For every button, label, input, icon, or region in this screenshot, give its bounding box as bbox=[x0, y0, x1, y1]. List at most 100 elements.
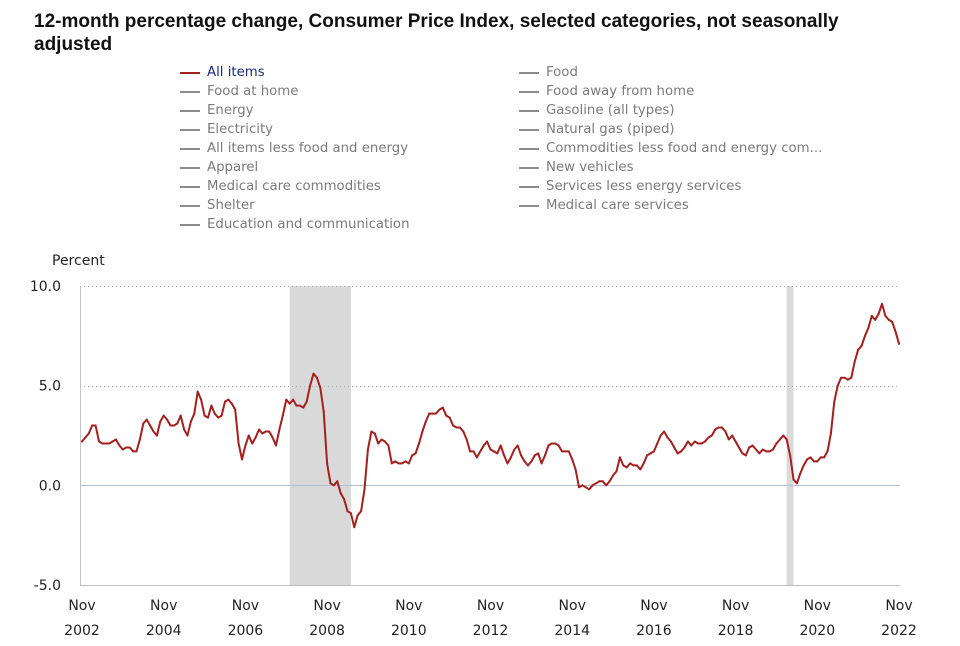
data-point-all-items bbox=[414, 452, 417, 455]
legend-item-education-and-communication[interactable]: Education and communication bbox=[180, 215, 519, 234]
data-point-all-items bbox=[595, 482, 597, 485]
legend-item-food[interactable]: Food bbox=[519, 63, 899, 82]
data-point-all-items bbox=[840, 376, 843, 379]
data-point-all-items bbox=[407, 462, 410, 465]
y-tick-labels: 10.0 5.0 0.0 -5.0 bbox=[30, 279, 61, 594]
data-point-all-items bbox=[697, 442, 700, 445]
data-point-all-items bbox=[615, 470, 618, 473]
data-point-all-items bbox=[329, 482, 332, 485]
legend-line-marker bbox=[180, 223, 200, 226]
data-point-all-items bbox=[635, 464, 638, 467]
data-point-all-items bbox=[571, 458, 574, 461]
data-point-all-items bbox=[166, 418, 169, 421]
legend-label: All items less food and energy bbox=[207, 141, 409, 156]
x-tick-label-month: Nov bbox=[722, 598, 749, 614]
legend-item-electricity[interactable]: Electricity bbox=[180, 120, 519, 139]
legend-label: Commodities less food and energy com... bbox=[546, 141, 823, 156]
x-tick-label-year: 2012 bbox=[473, 623, 509, 639]
data-point-all-items bbox=[704, 440, 706, 443]
data-point-all-items bbox=[448, 416, 451, 419]
data-point-all-items bbox=[486, 440, 489, 443]
data-point-all-items bbox=[315, 376, 318, 379]
data-point-all-items bbox=[247, 434, 250, 437]
chart-title: 12-month percentage change, Consumer Pri… bbox=[34, 11, 839, 55]
data-point-all-items bbox=[673, 446, 676, 449]
legend-item-medical-care-services[interactable]: Medical care services bbox=[519, 196, 899, 215]
x-tick-label-year: 2022 bbox=[881, 623, 917, 639]
data-point-all-items bbox=[829, 432, 832, 435]
legend-label: Natural gas (piped) bbox=[546, 122, 675, 137]
data-point-all-items bbox=[591, 484, 594, 487]
legend-item-shelter[interactable]: Shelter bbox=[180, 196, 519, 215]
data-point-all-items bbox=[894, 330, 897, 333]
data-point-all-items bbox=[564, 450, 567, 453]
legend-line-marker bbox=[180, 147, 200, 150]
legend-item-food-at-home[interactable]: Food at home bbox=[180, 82, 519, 101]
data-point-all-items bbox=[384, 440, 386, 443]
data-point-all-items bbox=[261, 432, 264, 435]
data-point-all-items bbox=[554, 442, 557, 445]
legend-item-new-vehicles[interactable]: New vehicles bbox=[519, 158, 899, 177]
data-point-all-items bbox=[193, 412, 196, 415]
data-point-all-items bbox=[772, 448, 774, 451]
data-point-all-items bbox=[452, 424, 455, 427]
data-point-all-items bbox=[98, 440, 100, 443]
data-point-all-items bbox=[377, 442, 380, 445]
x-tick-label-month: Nov bbox=[68, 598, 95, 614]
data-point-all-items bbox=[506, 462, 509, 465]
data-point-all-items bbox=[612, 474, 615, 477]
data-point-all-items bbox=[663, 430, 666, 433]
data-point-all-items bbox=[608, 480, 611, 483]
legend-item-energy[interactable]: Energy bbox=[180, 101, 519, 120]
data-point-all-items bbox=[605, 484, 608, 487]
legend-item-commodities-less-food-and-energy-com[interactable]: Commodities less food and energy com... bbox=[519, 139, 899, 158]
legend-line-marker bbox=[180, 109, 200, 112]
data-point-all-items bbox=[676, 452, 679, 455]
legend-item-services-less-energy-services[interactable]: Services less energy services bbox=[519, 177, 899, 196]
legend: All items Food Food at home Food away from … bbox=[180, 63, 899, 234]
data-point-all-items bbox=[343, 498, 346, 501]
data-point-all-items bbox=[363, 488, 366, 491]
data-point-all-items bbox=[455, 426, 458, 429]
data-point-all-items bbox=[366, 448, 369, 451]
data-point-all-items bbox=[482, 444, 485, 447]
data-point-all-items bbox=[509, 456, 512, 459]
x-tick-label-year: 2010 bbox=[391, 623, 427, 639]
data-point-all-items bbox=[322, 410, 325, 413]
data-point-all-items bbox=[666, 436, 669, 439]
legend-line-marker bbox=[519, 90, 539, 93]
legend-line-marker bbox=[180, 166, 200, 169]
legend-item-natural-gas-piped[interactable]: Natural gas (piped) bbox=[519, 120, 899, 139]
data-point-all-items bbox=[445, 414, 448, 417]
legend-line-marker bbox=[180, 185, 200, 188]
data-point-all-items bbox=[578, 486, 580, 489]
series-layer bbox=[81, 302, 900, 529]
data-point-all-items bbox=[646, 454, 649, 457]
legend-item-all-items[interactable]: All items bbox=[180, 63, 519, 82]
data-point-all-items bbox=[465, 438, 468, 441]
data-point-all-items bbox=[111, 440, 114, 443]
legend-label: All items bbox=[207, 65, 265, 80]
data-point-all-items bbox=[877, 312, 880, 315]
data-point-all-items bbox=[744, 454, 747, 457]
x-tick-label-year: 2020 bbox=[799, 623, 835, 639]
data-point-all-items bbox=[632, 464, 635, 467]
legend-item-food-away-from-home[interactable]: Food away from home bbox=[519, 82, 899, 101]
legend-label: Food away from home bbox=[546, 84, 695, 99]
x-tick-label-year: 2008 bbox=[309, 623, 345, 639]
data-point-all-items bbox=[792, 478, 795, 481]
data-point-all-items bbox=[649, 452, 652, 455]
data-point-all-items bbox=[537, 452, 540, 455]
legend-label: Medical care commodities bbox=[207, 179, 381, 194]
legend-line-marker bbox=[519, 71, 539, 74]
data-point-all-items bbox=[360, 510, 363, 513]
data-point-all-items bbox=[278, 428, 281, 431]
x-tick-label-year: 2002 bbox=[64, 623, 100, 639]
data-point-all-items bbox=[656, 442, 659, 445]
legend-item-all-items-less-food-and-energy[interactable]: All items less food and energy bbox=[180, 139, 519, 158]
legend-item-medical-care-commodities[interactable]: Medical care commodities bbox=[180, 177, 519, 196]
data-point-all-items bbox=[424, 420, 427, 423]
data-point-all-items bbox=[435, 412, 437, 415]
legend-item-apparel[interactable]: Apparel bbox=[180, 158, 519, 177]
legend-item-gasoline-all-types[interactable]: Gasoline (all types) bbox=[519, 101, 899, 120]
